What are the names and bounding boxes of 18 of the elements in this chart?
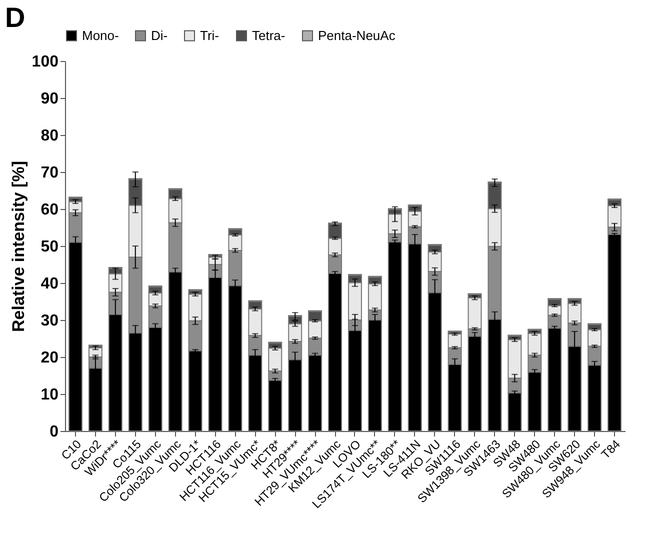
y-tick-label: 10 [40, 386, 59, 404]
y-tick-label: 30 [40, 312, 59, 330]
y-tick-label: 40 [40, 276, 59, 292]
y-axis-title: Relative intensity [%] [8, 161, 28, 332]
y-tick-label: 90 [40, 90, 59, 108]
y-tick-label: 20 [40, 350, 59, 366]
y-tick-label: 80 [40, 128, 59, 144]
legend-label: Tri- [200, 28, 220, 43]
legend-label: Tetra- [252, 28, 286, 43]
y-tick-label: 0 [50, 424, 59, 440]
legend-label: Di- [151, 28, 168, 43]
y-tick-label: 60 [40, 202, 59, 218]
y-tick-label: 70 [40, 164, 59, 182]
legend-label: Mono- [82, 28, 119, 43]
chart-title: D [5, 2, 26, 33]
y-tick-label: 50 [40, 238, 59, 256]
y-tick-label: 100 [32, 54, 59, 70]
legend-label: Penta-NeuAc [318, 28, 396, 43]
